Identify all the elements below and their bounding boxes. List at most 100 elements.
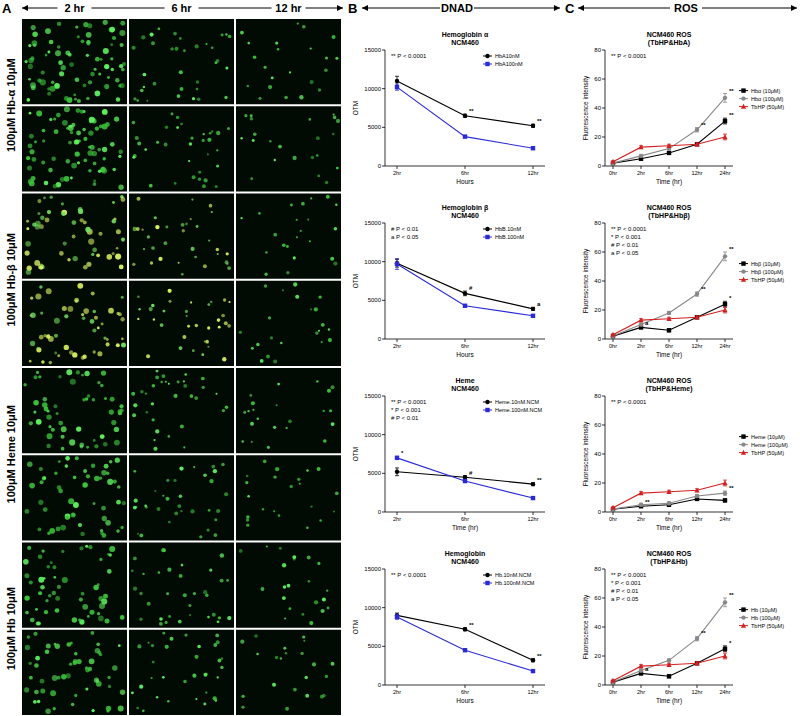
- cell: [190, 218, 192, 220]
- x-tick: [669, 339, 670, 342]
- point: [667, 674, 671, 678]
- cell: [29, 134, 34, 139]
- x-tick: [669, 685, 670, 688]
- cell: [141, 35, 145, 39]
- cell: [46, 565, 50, 569]
- cell: [162, 632, 165, 635]
- y-tick: [602, 569, 605, 570]
- point: [667, 328, 671, 332]
- cell: [285, 707, 289, 711]
- cell: [98, 169, 101, 172]
- cell: [250, 117, 254, 121]
- cell: [335, 491, 339, 495]
- cell: [136, 227, 140, 231]
- cell: [96, 253, 100, 257]
- cell: [80, 110, 84, 114]
- cell: [45, 28, 51, 34]
- cell: [44, 181, 49, 186]
- cell: [194, 396, 198, 400]
- cell: [325, 56, 328, 59]
- cell: [55, 608, 60, 613]
- cell: [47, 92, 51, 96]
- cell: [310, 505, 312, 507]
- significance-mark: **: [469, 622, 474, 628]
- cell: [116, 229, 121, 234]
- y-tick: [602, 685, 605, 686]
- legend-label: HbA10nM: [495, 53, 520, 59]
- cell: [29, 483, 35, 489]
- cell: [222, 409, 225, 412]
- cell: [287, 584, 291, 588]
- cell: [57, 22, 61, 26]
- cell: [253, 132, 257, 136]
- cell: [207, 346, 209, 348]
- cell: [59, 251, 64, 256]
- error-bar: [723, 94, 727, 103]
- cell: [283, 647, 286, 650]
- cell: [190, 394, 194, 398]
- cell: [52, 565, 56, 569]
- cell: [104, 618, 109, 623]
- p-value-note: * P < 0.001: [391, 407, 421, 413]
- cell: [224, 321, 228, 325]
- cell: [118, 312, 122, 316]
- cell: [91, 253, 94, 256]
- y-tick: [382, 685, 385, 686]
- cell: [121, 343, 126, 348]
- x-tick: [697, 339, 698, 342]
- series-line: [397, 615, 533, 660]
- point: [694, 141, 699, 146]
- cell: [217, 318, 221, 322]
- cell: [40, 585, 45, 590]
- cell: [53, 117, 56, 120]
- cell: [176, 116, 179, 119]
- point: [741, 623, 746, 628]
- cell: [31, 176, 36, 181]
- cell: [203, 673, 207, 677]
- cell: [89, 121, 92, 124]
- cell: [212, 613, 216, 617]
- cell: [269, 140, 271, 142]
- cell: [89, 117, 95, 123]
- cell: [108, 685, 111, 688]
- cell: [69, 125, 72, 128]
- p-value-note: ** P < 0.0001: [611, 53, 647, 59]
- cell: [98, 232, 102, 236]
- cell: [179, 495, 183, 499]
- significance-mark: a: [537, 301, 541, 307]
- legend-entry: TbHP (50μM): [739, 450, 784, 456]
- cell: [207, 153, 209, 155]
- micrograph: [129, 281, 234, 366]
- cell: [209, 204, 213, 208]
- cell: [158, 257, 162, 261]
- cell: [323, 410, 325, 412]
- x-tick-label: 12hr: [527, 689, 538, 695]
- cell: [55, 644, 60, 649]
- cell: [309, 621, 313, 625]
- x-tick: [641, 512, 642, 515]
- cell: [292, 555, 296, 559]
- cell: [225, 33, 227, 35]
- cell: [74, 694, 77, 697]
- cell: [221, 314, 225, 318]
- x-tick-label: 24hr: [719, 516, 730, 522]
- cell: [198, 171, 201, 174]
- legend-entry: Hbβ (100μM): [739, 269, 783, 275]
- cell: [37, 527, 41, 531]
- point: [463, 648, 467, 652]
- cell: [98, 72, 101, 75]
- x-tick: [613, 339, 614, 342]
- cell: [58, 489, 63, 494]
- cell: [175, 47, 179, 51]
- cell: [40, 679, 45, 684]
- cell: [216, 509, 220, 513]
- cell: [154, 490, 156, 492]
- cell: [221, 657, 224, 660]
- cell: [336, 167, 339, 170]
- cell: [146, 100, 148, 102]
- cell: [118, 150, 122, 154]
- cell: [202, 184, 206, 188]
- cell: [331, 422, 335, 426]
- micrograph: [236, 281, 341, 366]
- x-tick-label: 12hr: [691, 516, 702, 522]
